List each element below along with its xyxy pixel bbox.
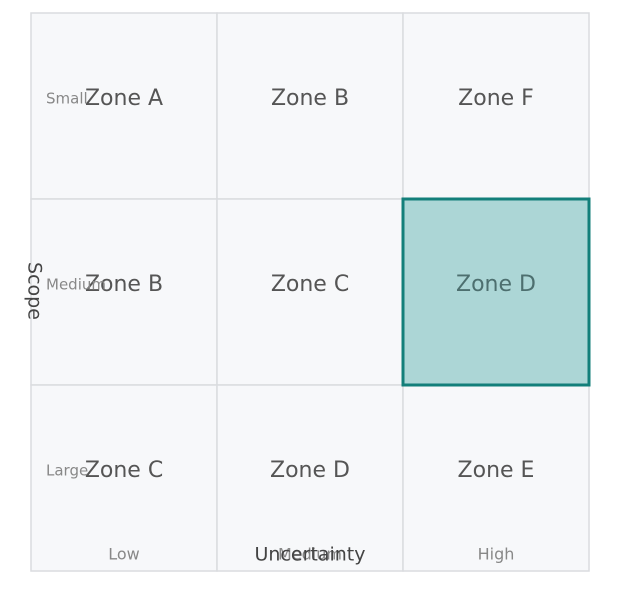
zone-label-r1-c1: Zone A xyxy=(85,86,163,111)
zone-label-r1-c2: Zone B xyxy=(271,86,349,111)
matrix-cell-r3-c1 xyxy=(30,384,218,572)
x-tick-medium: Medium xyxy=(278,545,342,564)
x-axis-title: Uncertainty xyxy=(254,544,365,566)
matrix-cell-r1-c1 xyxy=(30,12,218,200)
matrix-cells xyxy=(30,12,590,572)
zone-label-r2-c3: Zone D xyxy=(456,272,536,297)
y-tick-large: Large xyxy=(46,462,88,480)
y-tick-medium: Medium xyxy=(46,276,106,294)
zone-label-r2-c1: Zone B xyxy=(85,272,163,297)
matrix-cell-r1-c2 xyxy=(216,12,404,200)
matrix-cell-r3-c3 xyxy=(402,384,590,572)
matrix-cell-r1-c3 xyxy=(402,12,590,200)
y-tick-small: Small xyxy=(46,90,88,108)
x-tick-high: High xyxy=(478,545,515,564)
x-tick-low: Low xyxy=(108,545,140,564)
matrix-labels: Zone A Zone B Zone F Zone B Zone C Zone D Zone… xyxy=(46,86,536,564)
zone-label-r3-c2: Zone D xyxy=(270,458,350,483)
zone-label-r3-c3: Zone E xyxy=(458,458,535,483)
y-axis-title: Scope xyxy=(24,262,46,320)
matrix-highlight xyxy=(401,197,591,387)
matrix-cell-r2-c3-highlighted xyxy=(401,197,591,387)
zone-label-r1-c3: Zone F xyxy=(458,86,534,111)
matrix-cell-r2-c2 xyxy=(216,198,404,386)
zone-label-r3-c1: Zone C xyxy=(85,458,163,483)
matrix-cell-r2-c1 xyxy=(30,198,218,386)
zone-label-r2-c2: Zone C xyxy=(271,272,349,297)
matrix-cell-r3-c2 xyxy=(216,384,404,572)
